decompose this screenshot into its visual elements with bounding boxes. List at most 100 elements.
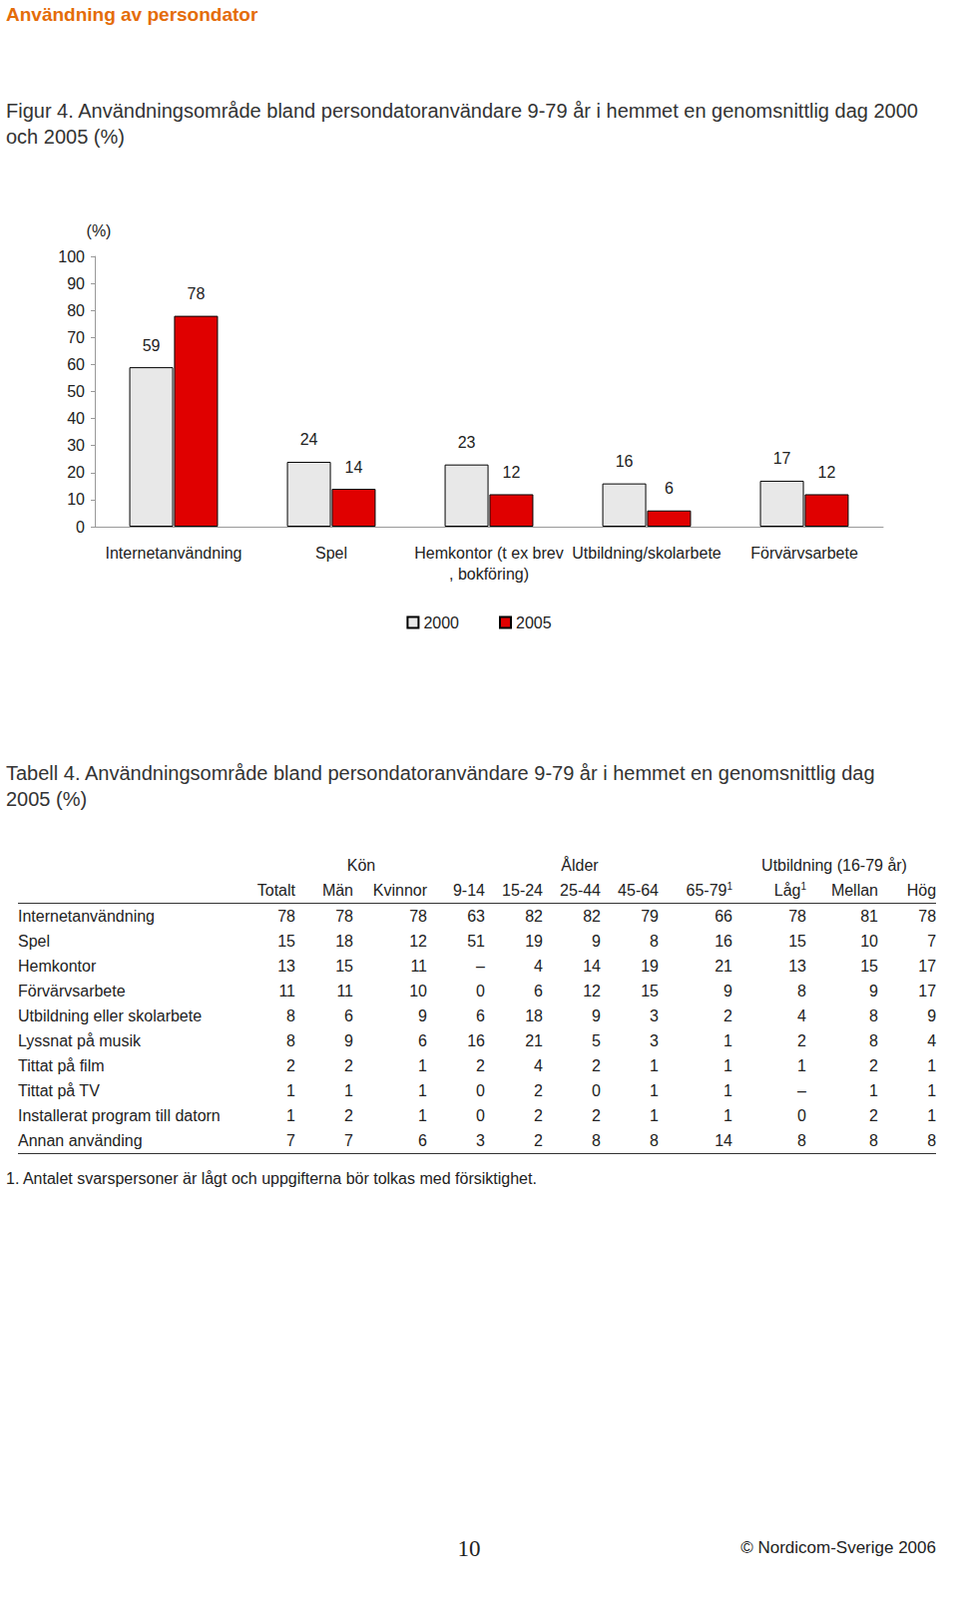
html-text:Tittat på film: Tittat på film xyxy=(17,1057,105,1075)
html-text:Kön: Kön xyxy=(347,856,376,874)
svg-text:12: 12 xyxy=(818,464,837,481)
svg-text:Internetanvändning: Internetanvändning xyxy=(105,544,243,562)
html-text:Ålder: Ålder xyxy=(561,856,599,874)
svg-text:70: 70 xyxy=(66,329,85,347)
svg-text:50: 50 xyxy=(66,383,85,401)
html-text:Lyssnat på musik: Lyssnat på musik xyxy=(17,1032,141,1050)
html-text:16: 16 xyxy=(714,932,733,950)
svg-text:24: 24 xyxy=(300,431,319,449)
svg-text:40: 40 xyxy=(66,410,85,428)
html-text:11: 11 xyxy=(410,957,428,975)
html-text:78: 78 xyxy=(277,907,296,925)
html-text:Män: Män xyxy=(322,881,354,899)
html-text:51: 51 xyxy=(467,932,485,950)
html-text:Hög: Hög xyxy=(906,881,937,899)
html-text:Utbildning (16-79 år): Utbildning (16-79 år) xyxy=(761,856,908,874)
html-text:14: 14 xyxy=(582,957,601,975)
html-text:9-14: 9-14 xyxy=(453,881,485,899)
html-text:21: 21 xyxy=(525,1032,543,1050)
svg-text:23: 23 xyxy=(458,434,477,452)
html-text:Hemkontor: Hemkontor xyxy=(17,957,97,975)
html-text:16: 16 xyxy=(467,1032,485,1050)
html-text:Mellan: Mellan xyxy=(831,881,879,899)
html-text:21: 21 xyxy=(714,957,733,975)
html-text:9: 9 xyxy=(591,932,601,950)
html-text:Förvärvsarbete: Förvärvsarbete xyxy=(17,982,126,1000)
svg-text:2005: 2005 xyxy=(515,614,552,632)
html-text:12: 12 xyxy=(582,982,601,1000)
html-text:11: 11 xyxy=(278,982,296,1000)
html-text:14: 14 xyxy=(714,1132,733,1150)
html-text:82: 82 xyxy=(525,907,543,925)
html-text:15: 15 xyxy=(788,932,807,950)
html-text:Installerat program till dator: Installerat program till datorn xyxy=(17,1107,221,1125)
svg-text:90: 90 xyxy=(66,275,85,293)
html-text:Kvinnor: Kvinnor xyxy=(373,881,428,899)
html-text:15: 15 xyxy=(860,957,879,975)
html-text:78: 78 xyxy=(409,907,428,925)
html-text:63: 63 xyxy=(467,907,485,925)
html-text:Utbildning eller skolarbete: Utbildning eller skolarbete xyxy=(17,1007,202,1025)
html-text:11: 11 xyxy=(336,982,354,1000)
svg-text:14: 14 xyxy=(345,459,364,477)
html-text:8: 8 xyxy=(649,932,659,950)
html-text:10: 10 xyxy=(409,982,428,1000)
svg-text:78: 78 xyxy=(187,285,206,303)
svg-text:60: 60 xyxy=(66,356,85,374)
html-text:Annan använding: Annan använding xyxy=(17,1132,143,1150)
svg-text:(%): (%) xyxy=(86,222,112,240)
html-text:82: 82 xyxy=(582,907,601,925)
html-text:17: 17 xyxy=(918,957,937,975)
svg-text:, bokföring): , bokföring) xyxy=(449,565,529,583)
html-text:79: 79 xyxy=(640,907,659,925)
html-text:78: 78 xyxy=(788,907,807,925)
html-text:19: 19 xyxy=(525,932,543,950)
svg-text:59: 59 xyxy=(142,337,161,355)
svg-text:16: 16 xyxy=(615,453,634,471)
html-text:Internetanvändning: Internetanvändning xyxy=(17,907,155,925)
html-text:17: 17 xyxy=(918,982,937,1000)
html-text:Totalt: Totalt xyxy=(257,881,296,899)
html-text:15: 15 xyxy=(335,957,354,975)
html-text:81: 81 xyxy=(860,907,879,925)
svg-text:6: 6 xyxy=(664,479,674,497)
svg-text:Hemkontor (t ex brev: Hemkontor (t ex brev xyxy=(414,544,563,562)
html-text:45-64: 45-64 xyxy=(617,881,659,899)
html-text:15: 15 xyxy=(640,982,659,1000)
html-text:15: 15 xyxy=(277,932,296,950)
svg-text:Utbildning/skolarbete: Utbildning/skolarbete xyxy=(571,544,722,562)
svg-text:30: 30 xyxy=(66,437,85,455)
svg-text:2000: 2000 xyxy=(423,614,460,632)
html-text:13: 13 xyxy=(788,957,807,975)
html-text:12: 12 xyxy=(409,932,428,950)
html-text:Figur 4. Användningsområde bla: Figur 4. Användningsområde bland persond… xyxy=(5,99,918,148)
html-text:65-79: 65-79 xyxy=(686,882,727,900)
html-text:25-44: 25-44 xyxy=(559,881,601,899)
html-text:1. Antalet svarspersoner är lå: 1. Antalet svarspersoner är lågt och upp… xyxy=(5,1170,537,1188)
html-text:10: 10 xyxy=(860,932,879,950)
html-text:Tabell 4. Användningsområde bl: Tabell 4. Användningsområde bland person… xyxy=(5,762,875,811)
svg-text:20: 20 xyxy=(66,464,85,481)
html-text:78: 78 xyxy=(918,907,937,925)
html-text:18: 18 xyxy=(525,1007,543,1025)
svg-text:100: 100 xyxy=(57,248,85,266)
html-text:13: 13 xyxy=(277,957,296,975)
html-text:Spel: Spel xyxy=(17,932,50,950)
svg-text:10: 10 xyxy=(66,490,85,508)
svg-text:12: 12 xyxy=(502,464,521,481)
svg-text:Förvärvsarbete: Förvärvsarbete xyxy=(750,544,859,562)
html-text:Tittat på TV: Tittat på TV xyxy=(17,1082,100,1100)
html-text:15-24: 15-24 xyxy=(502,881,543,899)
svg-text:Spel: Spel xyxy=(315,544,348,562)
html-text:66: 66 xyxy=(714,907,733,925)
html-text:18: 18 xyxy=(335,932,354,950)
html-text:Låg1: Låg1 xyxy=(774,880,807,900)
svg-text:0: 0 xyxy=(75,518,85,536)
html-text:78: 78 xyxy=(335,907,354,925)
svg-text:17: 17 xyxy=(773,450,792,468)
svg-text:80: 80 xyxy=(66,302,85,320)
html-text:19: 19 xyxy=(640,957,659,975)
html-text:10: 10 xyxy=(457,1536,481,1562)
html-text:Användning av persondator: Användning av persondator xyxy=(5,3,258,25)
html-text:© Nordicom-Sverige 2006: © Nordicom-Sverige 2006 xyxy=(740,1538,937,1558)
